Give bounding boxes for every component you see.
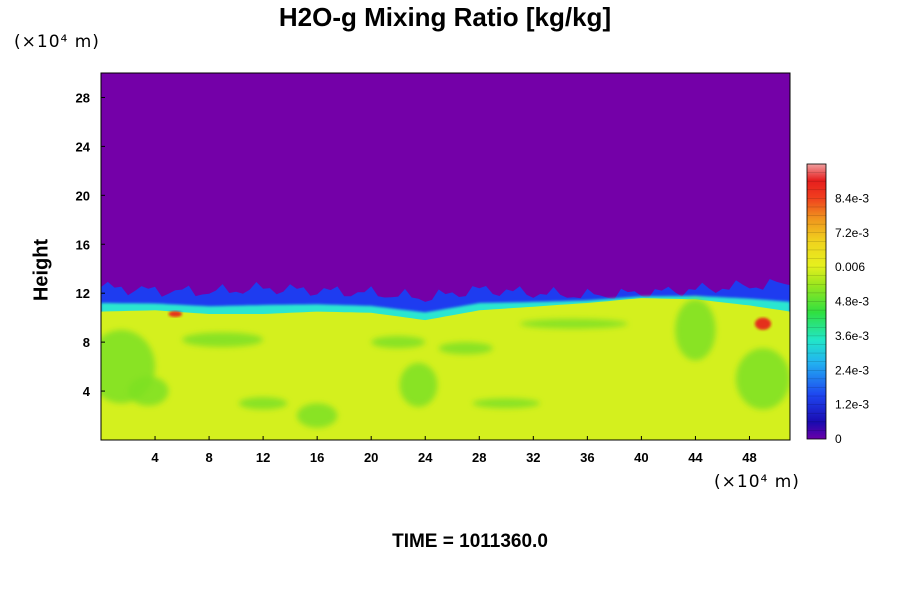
chart-title: H2O-g Mixing Ratio [kg/kg] — [278, 2, 612, 32]
x-tick-label: 44 — [688, 450, 703, 465]
y-tick-label: 16 — [76, 237, 90, 252]
field-eddies — [101, 299, 790, 428]
field-moist-spot — [168, 310, 183, 318]
y-tick-label: 24 — [76, 139, 91, 154]
y-axis-unit: (×10⁴ m) — [14, 32, 100, 52]
x-tick-label: 24 — [418, 450, 433, 465]
y-tick-label: 4 — [83, 384, 91, 399]
colorbar-tick-label: 4.8e-3 — [835, 295, 869, 309]
time-readout: TIME = 1011360.0 — [0, 531, 900, 553]
x-tick-label: 40 — [634, 450, 648, 465]
x-tick-label: 36 — [580, 450, 594, 465]
x-axis-unit: (×10⁴ m) — [714, 472, 800, 492]
x-tick-label: 12 — [256, 450, 270, 465]
colorbar-tick-label: 3.6e-3 — [835, 329, 869, 343]
y-tick-label: 20 — [76, 188, 90, 203]
y-tick-label: 12 — [76, 286, 90, 301]
colorbar-tick-label: 7.2e-3 — [835, 226, 869, 240]
field-moist-spot — [754, 317, 772, 330]
x-tick-label: 4 — [151, 450, 159, 465]
colorbar-tick-label: 8.4e-3 — [835, 191, 869, 205]
colorbar-scale — [806, 163, 827, 440]
colorbar-tick-label: 0 — [835, 432, 842, 446]
x-tick-label: 8 — [205, 450, 212, 465]
time-value: 1011360.0 — [459, 531, 548, 552]
colorbar-tick-label: 2.4e-3 — [835, 363, 869, 377]
colorbar-tick-label: 0.006 — [835, 260, 865, 274]
x-tick-label: 28 — [472, 450, 486, 465]
y-tick-label: 8 — [83, 335, 90, 350]
x-tick-label: 32 — [526, 450, 540, 465]
x-tick-label: 48 — [742, 450, 756, 465]
time-label: TIME = — [392, 531, 460, 552]
x-tick-label: 16 — [310, 450, 324, 465]
x-tick-label: 20 — [364, 450, 378, 465]
colorbar-tick-label: 1.2e-3 — [835, 398, 869, 412]
y-tick-label: 28 — [76, 90, 90, 105]
